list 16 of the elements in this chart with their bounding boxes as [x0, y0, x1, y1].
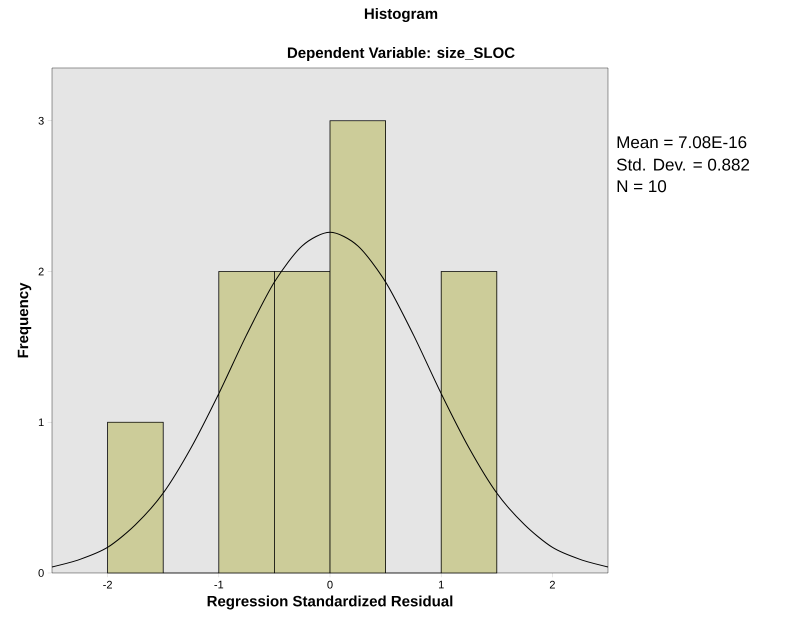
y-axis-title: Frequency	[18, 282, 32, 358]
text: N = 10	[618, 180, 666, 192]
y-tick-label: 0	[38, 569, 44, 577]
text: Std. Dev. = 0.882	[616, 158, 750, 171]
text: Mean = 7.08E-16	[618, 136, 746, 148]
y-tick-label: 1	[38, 418, 44, 426]
y-tick-label: 3	[38, 116, 44, 125]
chart-title: Histogram	[364, 8, 438, 22]
x-tick-label: -2	[103, 580, 112, 588]
chart-subtitle: Dependent Variable: size_SLOC	[288, 47, 515, 61]
x-tick-label: 1	[438, 580, 444, 588]
x-axis-title: Regression Standardized Residual	[208, 595, 452, 610]
y-tick-label: 2	[38, 268, 44, 276]
x-tick-label: -1	[214, 580, 224, 588]
x-tick-label: 0	[327, 580, 333, 589]
x-tick-label: 2	[550, 580, 555, 588]
